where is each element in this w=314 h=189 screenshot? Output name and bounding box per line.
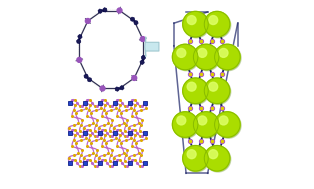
Polygon shape xyxy=(130,17,135,21)
FancyBboxPatch shape xyxy=(98,101,102,105)
Circle shape xyxy=(184,12,209,38)
Circle shape xyxy=(85,19,90,23)
Circle shape xyxy=(198,116,207,125)
Polygon shape xyxy=(78,34,82,39)
Polygon shape xyxy=(120,86,124,90)
Circle shape xyxy=(219,116,228,125)
Circle shape xyxy=(140,37,145,41)
FancyBboxPatch shape xyxy=(128,131,132,135)
FancyBboxPatch shape xyxy=(128,161,132,165)
Circle shape xyxy=(132,76,137,81)
Circle shape xyxy=(183,146,208,171)
Circle shape xyxy=(205,79,231,105)
Circle shape xyxy=(215,45,241,71)
Circle shape xyxy=(184,79,209,105)
Circle shape xyxy=(205,12,231,38)
Circle shape xyxy=(215,113,241,138)
FancyBboxPatch shape xyxy=(143,161,147,165)
Circle shape xyxy=(187,82,196,91)
Circle shape xyxy=(204,146,230,171)
FancyBboxPatch shape xyxy=(83,161,87,165)
Circle shape xyxy=(173,113,199,138)
Polygon shape xyxy=(103,8,107,12)
Circle shape xyxy=(100,86,105,91)
Polygon shape xyxy=(140,60,144,64)
Circle shape xyxy=(194,45,220,71)
Polygon shape xyxy=(98,9,102,13)
Circle shape xyxy=(209,82,218,91)
Polygon shape xyxy=(84,74,88,78)
Circle shape xyxy=(193,44,219,70)
Polygon shape xyxy=(134,20,138,25)
Circle shape xyxy=(187,150,196,159)
Circle shape xyxy=(173,45,199,71)
FancyBboxPatch shape xyxy=(68,161,72,165)
Circle shape xyxy=(184,146,209,172)
Polygon shape xyxy=(77,39,81,44)
Circle shape xyxy=(198,48,207,57)
Polygon shape xyxy=(115,87,119,91)
FancyBboxPatch shape xyxy=(143,101,147,105)
Circle shape xyxy=(214,112,240,137)
Circle shape xyxy=(209,150,218,159)
Circle shape xyxy=(172,44,198,70)
Circle shape xyxy=(204,78,230,104)
Circle shape xyxy=(183,11,208,37)
Circle shape xyxy=(187,16,196,25)
FancyBboxPatch shape xyxy=(83,101,87,105)
Circle shape xyxy=(209,16,218,25)
Polygon shape xyxy=(87,77,92,82)
FancyBboxPatch shape xyxy=(98,161,102,165)
Circle shape xyxy=(177,48,186,57)
FancyBboxPatch shape xyxy=(113,161,117,165)
Circle shape xyxy=(219,48,228,57)
FancyBboxPatch shape xyxy=(143,131,147,135)
Circle shape xyxy=(77,57,82,62)
Circle shape xyxy=(177,116,186,125)
FancyBboxPatch shape xyxy=(68,101,72,105)
FancyBboxPatch shape xyxy=(83,131,87,135)
Circle shape xyxy=(214,44,240,70)
FancyBboxPatch shape xyxy=(128,101,132,105)
FancyBboxPatch shape xyxy=(113,131,117,135)
FancyBboxPatch shape xyxy=(113,101,117,105)
FancyArrowPatch shape xyxy=(145,37,159,56)
Polygon shape xyxy=(141,55,146,60)
Circle shape xyxy=(183,78,208,104)
Circle shape xyxy=(194,113,220,138)
Circle shape xyxy=(205,146,231,172)
Circle shape xyxy=(172,112,198,137)
Circle shape xyxy=(117,8,122,13)
Circle shape xyxy=(193,112,219,137)
FancyBboxPatch shape xyxy=(98,131,102,135)
Circle shape xyxy=(204,11,230,37)
FancyBboxPatch shape xyxy=(68,131,72,135)
